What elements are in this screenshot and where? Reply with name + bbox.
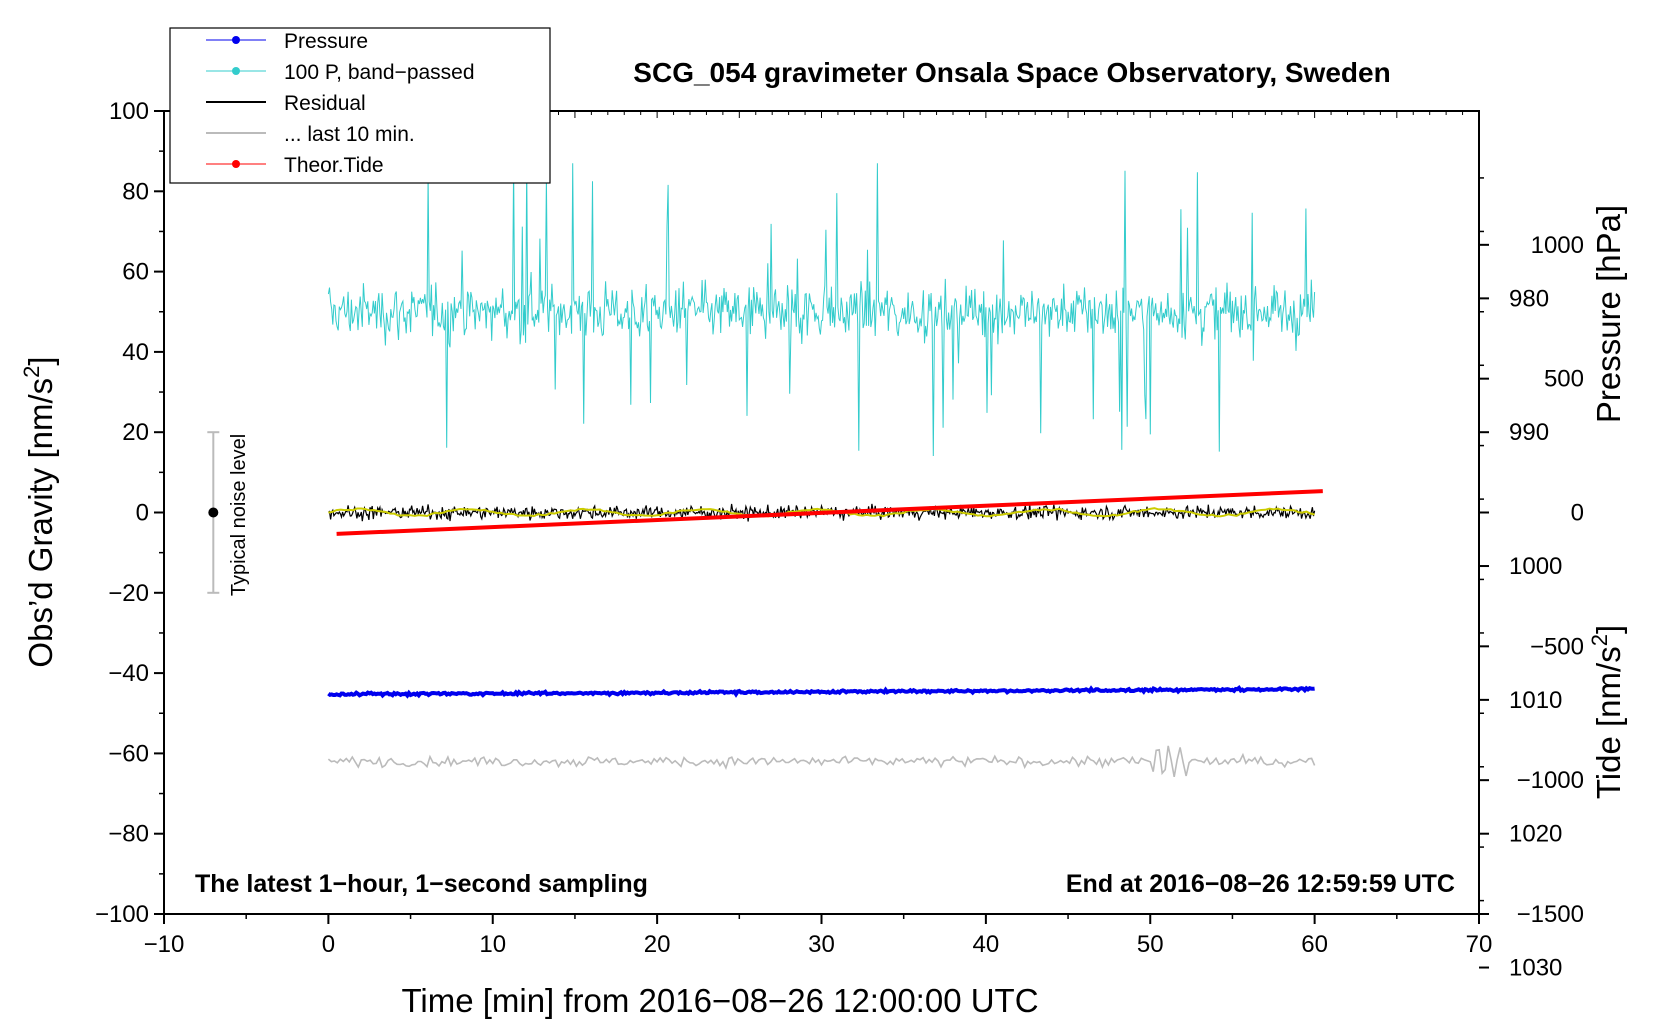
pressure-tick-label: 1030 — [1509, 955, 1562, 982]
y-tick-label: −80 — [108, 821, 149, 848]
tide-axis-label-main: Tide [nm/s — [1590, 646, 1627, 799]
x-tick-label: 10 — [479, 931, 506, 958]
legend: Pressure 100 P, band−passed Residual ... la… — [169, 27, 551, 184]
residual-smoothed-line — [328, 507, 1315, 518]
tide-axis-label-close: ] — [1590, 625, 1627, 634]
noise-center-dot — [208, 507, 219, 518]
x-tick-label: 20 — [644, 931, 671, 958]
y-axis-label: Obs’d Gravity [nm/s2] — [19, 356, 59, 667]
tide-tick-label: 0 — [1571, 500, 1584, 527]
legend-label: Pressure — [284, 30, 368, 53]
y-tick-label: −100 — [95, 901, 149, 928]
x-tick-label: 70 — [1466, 931, 1493, 958]
x-tick-label: 0 — [322, 931, 335, 958]
y-axis-label-main: Obs’d Gravity [nm/s — [22, 378, 59, 668]
legend-label: ... last 10 min. — [284, 123, 415, 146]
legend-label: 100 P, band−passed — [284, 61, 475, 84]
pressure-axis-label: Pressure [hPa] — [1590, 205, 1627, 423]
noise-label: Typical noise level — [228, 434, 250, 596]
theoretical-tide-line — [336, 489, 1323, 536]
y-tick-label: 0 — [136, 500, 149, 527]
x-tick-label: 60 — [1301, 931, 1328, 958]
tide-tick-label: −1000 — [1517, 767, 1584, 794]
y-tick-label: 40 — [122, 339, 149, 366]
bandpassed-pressure-line — [327, 163, 1316, 457]
tide-tick-label: 1000 — [1531, 232, 1584, 259]
legend-marker — [232, 36, 240, 44]
legend-label: Residual — [284, 92, 366, 115]
legend-marker — [232, 160, 240, 168]
pressure-tick-label: 990 — [1509, 419, 1549, 446]
y-tick-label: 80 — [122, 178, 149, 205]
legend-marker — [232, 67, 240, 75]
annotation-sampling: The latest 1−hour, 1−second sampling — [195, 870, 648, 898]
y-tick-label: 60 — [122, 259, 149, 286]
y-axis-label-close: ] — [22, 356, 59, 365]
pressure-line — [327, 684, 1315, 699]
y-tick-label: 100 — [109, 98, 149, 125]
tide-tick-label: −500 — [1530, 633, 1584, 660]
noise-indicator: Typical noise level — [207, 431, 250, 596]
y-tick-label: −20 — [108, 580, 149, 607]
x-tick-label: 40 — [973, 931, 1000, 958]
y-tick-label: −60 — [108, 740, 149, 767]
x-axis-label: Time [min] from 2016−08−26 12:00:00 UTC — [401, 982, 1038, 1019]
y-tick-label: 20 — [122, 419, 149, 446]
chart-title: SCG_054 gravimeter Onsala Space Observat… — [633, 57, 1390, 88]
legend-box — [169, 27, 551, 184]
pressure-tick-label: 1010 — [1509, 687, 1562, 714]
pressure-tick-label: 980 — [1509, 285, 1549, 312]
data-layer — [327, 163, 1323, 777]
y-tick-label: −40 — [108, 660, 149, 687]
tide-tick-label: 500 — [1544, 366, 1584, 393]
legend-label: Theor.Tide — [284, 154, 384, 177]
ticks-layer: −10 0 10 20 30 40 50 60 70−100−80−60−40−20020406… — [95, 98, 1584, 982]
tide-tick-label: −1500 — [1517, 901, 1584, 928]
y-axis-label-sup: 2 — [19, 366, 44, 378]
x-tick-label: −10 — [144, 931, 185, 958]
last-10-min-line — [327, 745, 1316, 777]
pressure-tick-label: 1000 — [1509, 553, 1562, 580]
tide-axis-label-sup: 2 — [1587, 634, 1612, 646]
pressure-tick-label: 1020 — [1509, 821, 1562, 848]
x-tick-label: 30 — [808, 931, 835, 958]
x-tick-label: 50 — [1137, 931, 1164, 958]
tide-axis-label: Tide [nm/s2] — [1587, 625, 1627, 799]
annotation-end-time: End at 2016−08−26 12:59:59 UTC — [1066, 870, 1455, 898]
